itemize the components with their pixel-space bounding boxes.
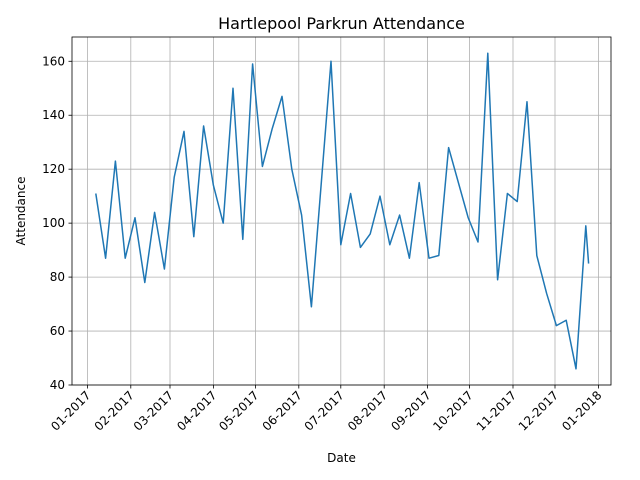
plot-frame <box>71 36 612 386</box>
x-tick-label: 07-2017 <box>302 388 347 433</box>
y-tick-label: 160 <box>42 54 65 68</box>
x-tick-label: 01-2017 <box>48 388 93 433</box>
x-tick-label: 01-2018 <box>559 388 604 433</box>
y-tick-label: 60 <box>50 324 65 338</box>
attendance-line <box>95 52 590 370</box>
y-tick-label: 80 <box>50 270 65 284</box>
series-layer <box>95 52 590 370</box>
grid <box>72 37 611 386</box>
x-tick-label: 03-2017 <box>131 388 176 433</box>
y-tick-label: 40 <box>50 378 65 392</box>
chart-title: Hartlepool Parkrun Attendance <box>218 14 465 33</box>
x-tick-label: 11-2017 <box>474 388 519 433</box>
y-tick-label: 140 <box>42 108 65 122</box>
x-tick-label: 04-2017 <box>174 388 219 433</box>
x-tick-label: 02-2017 <box>92 388 137 433</box>
x-tick-label: 08-2017 <box>345 388 390 433</box>
x-tick-label: 06-2017 <box>260 388 305 433</box>
x-axis: 01-201702-201703-201704-201705-201706-20… <box>48 385 605 434</box>
y-axis: 40 60 80 100 120 140 160 <box>42 54 72 392</box>
x-axis-label: Date <box>327 451 356 465</box>
y-tick-label: 100 <box>42 216 65 230</box>
x-tick-label: 12-2017 <box>516 388 561 433</box>
x-tick-label: 10-2017 <box>430 388 475 433</box>
x-tick-label: 09-2017 <box>388 388 433 433</box>
y-tick-label: 120 <box>42 162 65 176</box>
y-axis-label: Attendance <box>14 177 28 246</box>
x-tick-label: 05-2017 <box>216 388 261 433</box>
